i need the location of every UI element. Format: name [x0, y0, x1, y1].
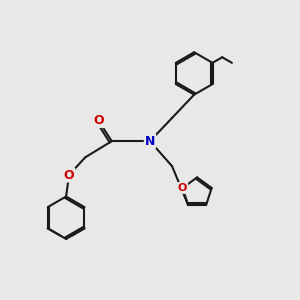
- Text: O: O: [64, 169, 74, 182]
- Text: N: N: [145, 135, 155, 148]
- Text: O: O: [93, 114, 104, 127]
- Text: O: O: [178, 183, 187, 193]
